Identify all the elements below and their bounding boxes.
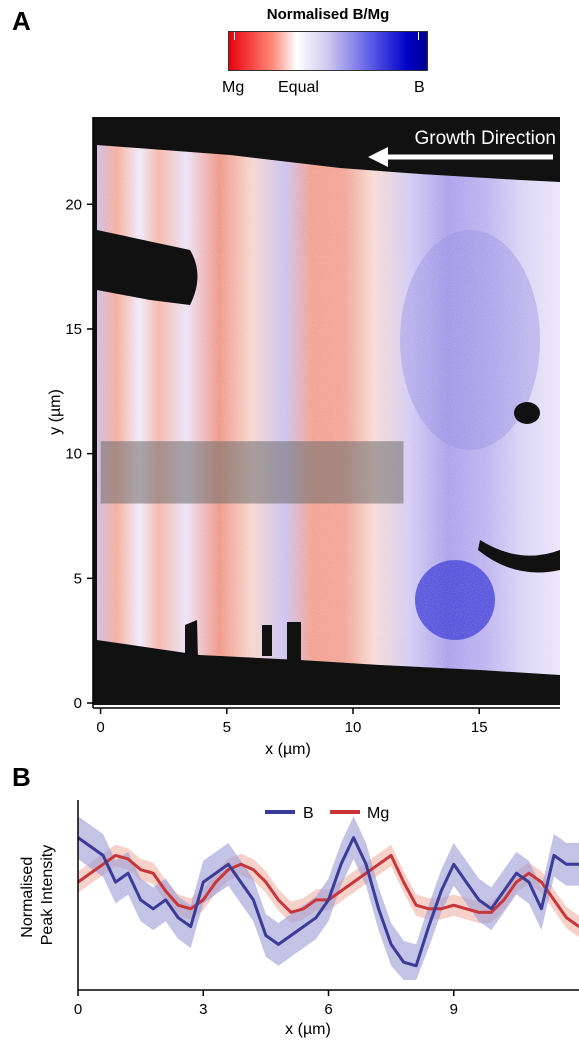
line-y-label: Normalised Peak Intensity xyxy=(19,845,56,946)
series-line-b xyxy=(77,836,579,968)
mask-pore xyxy=(514,402,540,424)
panel-b-letter: B xyxy=(12,762,31,792)
heatmap-y-tick-label: 20 xyxy=(65,196,82,213)
mask-crack xyxy=(478,540,560,573)
heatmap-x-tick-label: 10 xyxy=(345,719,362,736)
legend: B Mg xyxy=(265,805,389,822)
line-y-label-line-1: Normalised xyxy=(19,857,36,938)
colorbar-label-mg: Mg xyxy=(222,79,245,96)
line-x-label: x (µm) xyxy=(285,1021,331,1038)
heatmap-y-tick-label: 10 xyxy=(65,446,82,463)
mask-left-void xyxy=(97,230,198,305)
colorbar-title: Normalised B/Mg xyxy=(266,6,390,23)
colorbar-label-b: B xyxy=(414,79,425,96)
legend-label-b: B xyxy=(303,805,314,822)
line-y-label-line-2: Peak Intensity xyxy=(39,845,56,946)
heatmap-x-tick-label: 5 xyxy=(223,719,231,736)
colorbar xyxy=(228,31,428,71)
heatmap-chart: Growth Direction 0 5 10 15 0 5 10 15 20 x (µm) y… xyxy=(47,117,560,758)
mask-spot-1 xyxy=(185,620,198,660)
legend-label-mg: Mg xyxy=(367,805,389,822)
line-x-tick-label: 9 xyxy=(450,1001,458,1018)
mask-spot-2 xyxy=(287,622,301,660)
line-x-tick-label: 6 xyxy=(324,1001,332,1018)
heatmap-x-tick-label: 15 xyxy=(471,719,488,736)
line-chart: 0 3 6 9 B Mg x (µm) Normalised Peak Intensi… xyxy=(19,800,579,1038)
highlight-band xyxy=(100,441,404,504)
colorbar-label-equal: Equal xyxy=(278,79,319,96)
heatmap-x-label: x (µm) xyxy=(265,741,311,758)
line-x-tick-label: 0 xyxy=(74,1001,82,1018)
heatmap-y-tick-label: 0 xyxy=(74,695,82,712)
heatmap-x-tick-label: 0 xyxy=(96,719,104,736)
panel-a-letter: A xyxy=(12,6,31,36)
mask-spot-3 xyxy=(262,625,272,656)
annotation-text: Growth Direction xyxy=(415,128,557,149)
heatmap-y-label: y (µm) xyxy=(47,389,64,435)
left-arrow-icon xyxy=(368,147,553,167)
heatmap-y-tick-label: 15 xyxy=(65,321,82,338)
heatmap-y-tick-label: 5 xyxy=(74,570,82,587)
line-x-tick-label: 3 xyxy=(199,1001,207,1018)
